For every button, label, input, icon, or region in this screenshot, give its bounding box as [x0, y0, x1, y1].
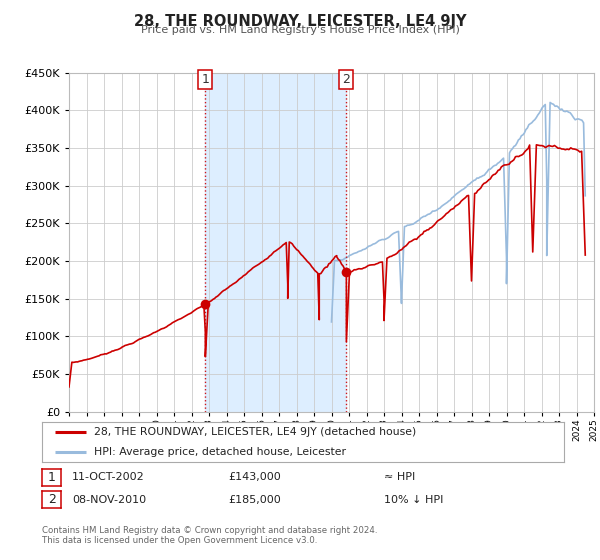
Text: HPI: Average price, detached house, Leicester: HPI: Average price, detached house, Leic…	[94, 446, 346, 456]
Bar	[205, 73, 346, 412]
Text: 1: 1	[202, 73, 209, 86]
Text: 28, THE ROUNDWAY, LEICESTER, LE4 9JY (detached house): 28, THE ROUNDWAY, LEICESTER, LE4 9JY (de…	[94, 427, 416, 437]
Text: 28, THE ROUNDWAY, LEICESTER, LE4 9JY: 28, THE ROUNDWAY, LEICESTER, LE4 9JY	[134, 14, 466, 29]
Text: 2: 2	[343, 73, 350, 86]
Text: 10% ↓ HPI: 10% ↓ HPI	[384, 494, 443, 505]
Text: ≈ HPI: ≈ HPI	[384, 472, 415, 482]
Text: Contains HM Land Registry data © Crown copyright and database right 2024.: Contains HM Land Registry data © Crown c…	[42, 526, 377, 535]
Text: Price paid vs. HM Land Registry's House Price Index (HPI): Price paid vs. HM Land Registry's House …	[140, 25, 460, 35]
Text: 08-NOV-2010: 08-NOV-2010	[72, 494, 146, 505]
Text: 2: 2	[47, 493, 56, 506]
Text: £185,000: £185,000	[228, 494, 281, 505]
Text: This data is licensed under the Open Government Licence v3.0.: This data is licensed under the Open Gov…	[42, 536, 317, 545]
Text: 11-OCT-2002: 11-OCT-2002	[72, 472, 145, 482]
Text: £143,000: £143,000	[228, 472, 281, 482]
Text: 1: 1	[47, 470, 56, 484]
